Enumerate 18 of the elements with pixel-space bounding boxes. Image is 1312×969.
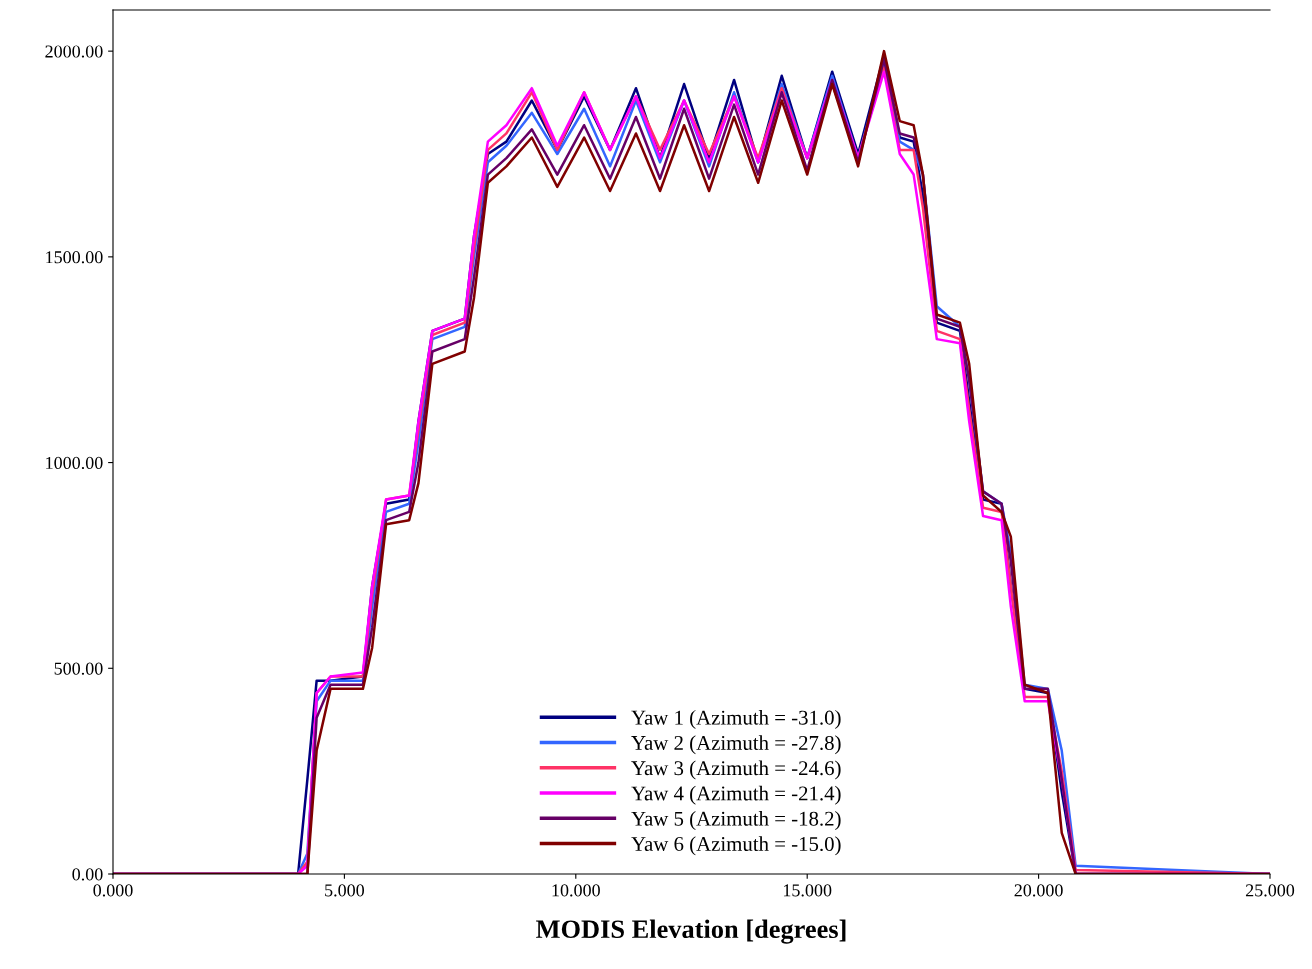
- y-tick-label: 0.00: [72, 868, 103, 881]
- legend-label: Yaw 3 (Azimuth = -24.6): [631, 760, 841, 780]
- x-tick-label: 20.000: [1014, 884, 1063, 897]
- x-tick-label: 25.000: [1245, 884, 1295, 897]
- x-axis-title: MODIS Elevation [degrees]: [536, 919, 846, 944]
- legend-label: Yaw 6 (Azimuth = -15.0): [631, 836, 841, 856]
- legend-label: Yaw 5 (Azimuth = -18.2): [631, 811, 841, 830]
- y-tick-label: 1500.00: [46, 251, 103, 264]
- x-tick-label: 15.000: [783, 884, 832, 897]
- y-tick-label: 500.00: [54, 662, 103, 675]
- x-tick-label: 10.000: [552, 884, 600, 897]
- legend-label: Yaw 2 (Azimuth = -27.8): [631, 735, 841, 755]
- x-tick-label: 5.000: [325, 884, 365, 897]
- y-tick-label: 1000.00: [46, 456, 103, 470]
- x-tick-label: 0.000: [93, 884, 133, 897]
- legend-label: Yaw 4 (Azimuth = -21.4): [631, 785, 841, 805]
- y-tick-label: 2000.00: [45, 45, 103, 58]
- legend-label: Yaw 1 (Azimuth = -31.0): [631, 710, 841, 729]
